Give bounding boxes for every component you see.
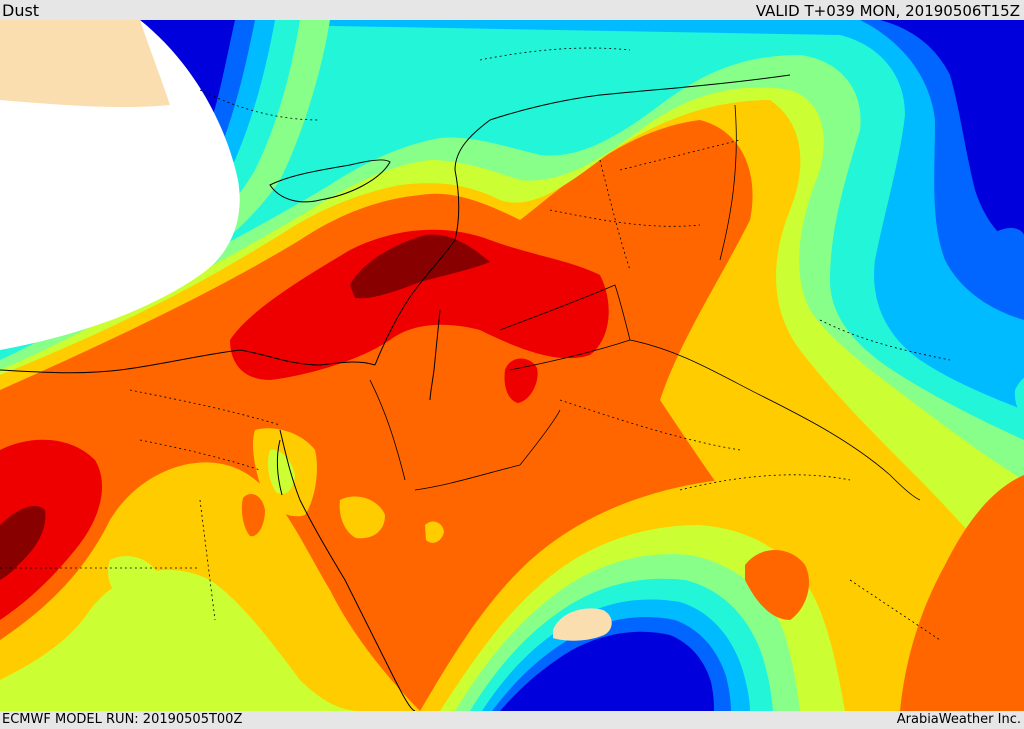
dust-field-orange-east (900, 475, 1024, 711)
dust-field-maroon-core (350, 234, 490, 299)
credit: ArabiaWeather Inc. (896, 712, 1021, 727)
product-title: Dust (2, 1, 40, 20)
dust-field-red-west (0, 439, 103, 620)
footer-bar: ECMWF MODEL RUN: 20190505T00Z ArabiaWeat… (0, 711, 1024, 729)
dust-field-red-core (230, 229, 609, 380)
dust-field-orange-southeast (745, 550, 810, 620)
dust-field-blue-north (0, 20, 1024, 320)
dust-field-green-patch-west (108, 556, 160, 602)
clear-land-south (553, 608, 612, 641)
dust-field-deepblue-southcentral (500, 631, 714, 711)
dust-field-yellow-patch-east (339, 496, 385, 539)
clear-land-northwest (0, 20, 170, 108)
region-boundaries (0, 47, 951, 641)
coastlines (0, 74, 791, 711)
dust-field-skyblue-patch (929, 278, 963, 308)
dust-field-blue-patch (983, 228, 1024, 291)
dust-field-green-patch-sinai (268, 449, 295, 495)
model-run: ECMWF MODEL RUN: 20190505T00Z (2, 712, 243, 727)
dust-field-deepblue-northeast (880, 20, 1024, 250)
valid-time: VALID T+039 MON, 20190506T15Z (755, 2, 1020, 20)
dust-field-yellow-patch-small (425, 521, 444, 543)
dust-field-lime-south (0, 570, 360, 711)
dust-field-orange-patch (241, 494, 265, 537)
title-bar: Dust VALID T+039 MON, 20190506T15Z (0, 0, 1024, 20)
dust-map (0, 20, 1024, 711)
dust-field-cyan-patch (1014, 378, 1024, 415)
dust-field-maroon-west (0, 505, 46, 580)
national-borders (369, 104, 921, 501)
